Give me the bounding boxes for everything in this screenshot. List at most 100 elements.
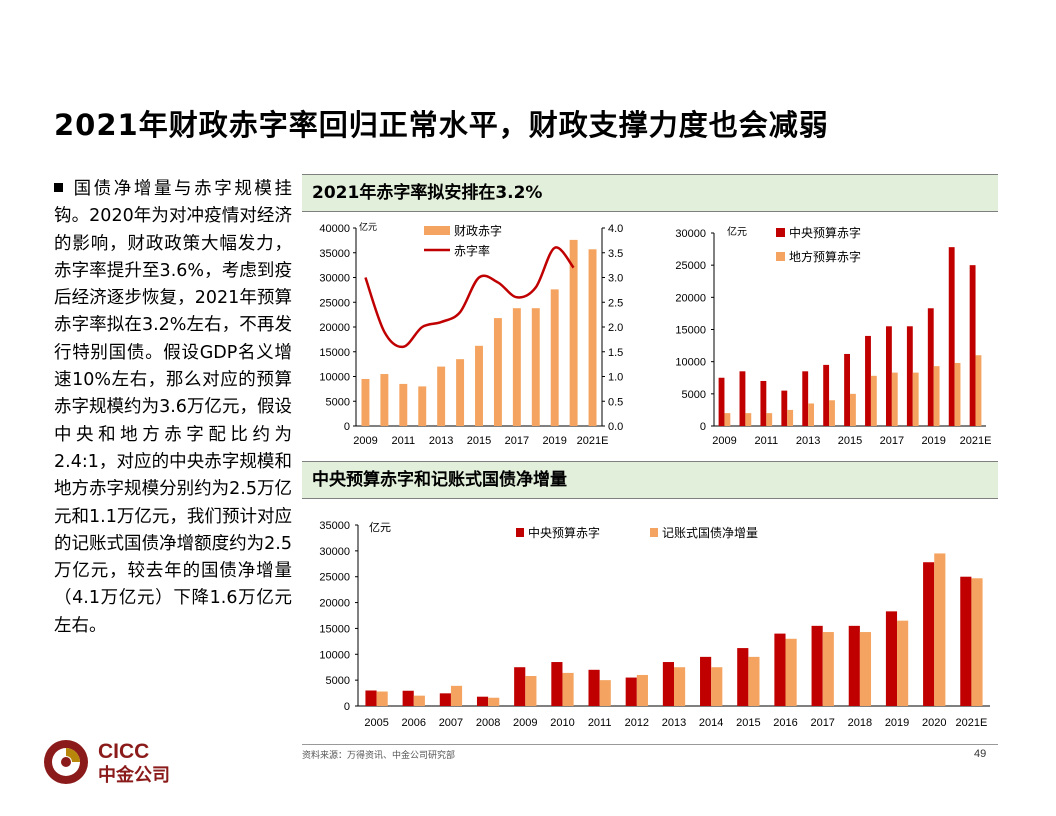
bar-central-deficit <box>844 353 850 426</box>
bar-fiscal-deficit <box>493 318 502 426</box>
bar-bond-net-increase <box>748 656 760 706</box>
cicc-logo: CICC 中金公司 <box>44 740 170 786</box>
legend-label: 中央预算赤字 <box>789 225 861 240</box>
bar-bond-net-increase <box>822 632 834 706</box>
bar-local-deficit <box>829 400 835 426</box>
y-tick-label: 20000 <box>675 292 706 304</box>
bar-central-deficit <box>662 662 674 706</box>
y-tick-label: 5000 <box>682 389 706 401</box>
right-tick-label: 0.0 <box>608 421 623 433</box>
y-tick-label: 35000 <box>319 520 350 532</box>
x-tick-label: 2017 <box>810 717 834 729</box>
y-tick-label: 5000 <box>326 675 350 687</box>
bar-local-deficit <box>724 413 731 426</box>
x-tick-label: 2019 <box>921 435 945 447</box>
bar-bond-net-increase <box>785 638 797 706</box>
bar-bond-net-increase <box>674 667 686 706</box>
x-tick-label: 2013 <box>662 717 686 729</box>
bar-central-deficit <box>948 247 955 426</box>
left-tick-label: 25000 <box>319 297 350 309</box>
y-tick-label: 15000 <box>675 325 706 337</box>
bar-central-deficit <box>927 308 934 426</box>
bar-local-deficit <box>933 366 940 426</box>
y-tick-label: 10000 <box>319 649 350 661</box>
right-tick-label: 2.0 <box>608 322 623 334</box>
y-axis-unit: 亿元 <box>369 521 391 534</box>
line-deficit-rate <box>364 246 575 349</box>
page-title: 2021年财政赤字率回归正常水平，财政支撑力度也会减弱 <box>54 108 829 142</box>
x-tick-label: 2016 <box>773 717 797 729</box>
right-tick-label: 3.0 <box>608 273 623 285</box>
bar-central-deficit <box>906 326 913 426</box>
bar-central-deficit <box>439 693 451 706</box>
bar-local-deficit <box>850 393 856 426</box>
bar-bond-net-increase <box>413 695 425 706</box>
x-tick-label: 2019 <box>542 435 566 447</box>
bullet-square-icon <box>54 182 63 192</box>
bar-central-deficit <box>865 335 871 426</box>
bar-central-deficit <box>848 625 860 706</box>
bar-central-deficit <box>625 677 637 706</box>
y-tick-label: 30000 <box>319 546 350 558</box>
bar-bond-net-increase <box>897 620 909 706</box>
x-tick-label: 2020 <box>922 717 946 729</box>
x-tick-label: 2015 <box>736 717 760 729</box>
left-tick-label: 5000 <box>326 396 350 408</box>
y-tick-label: 25000 <box>675 260 706 272</box>
bar-bond-net-increase <box>488 697 500 706</box>
y-tick-label: 0 <box>700 421 706 433</box>
bar-central-deficit <box>739 371 746 426</box>
y-tick-label: 0 <box>344 701 350 713</box>
bar-central-deficit <box>551 662 563 706</box>
bar-fiscal-deficit <box>418 386 427 426</box>
y-tick-label: 20000 <box>319 598 350 610</box>
bar-central-deficit <box>811 625 823 706</box>
bar-bond-net-increase <box>562 672 574 706</box>
bar-central-deficit <box>365 690 377 706</box>
x-tick-label: 2005 <box>364 717 388 729</box>
deficit-rate-chart: 0 5000 10000 15000 20000 25000 30000 35000 40000… <box>319 221 623 447</box>
y-axis-unit: 亿元 <box>727 225 747 238</box>
bar-central-deficit <box>402 690 414 706</box>
bar-bond-net-increase <box>636 674 648 706</box>
x-tick-label: 2018 <box>848 717 872 729</box>
bar-local-deficit <box>745 413 752 426</box>
x-tick-label: 2008 <box>476 717 500 729</box>
bar-local-deficit <box>870 375 877 426</box>
bar-central-deficit <box>588 669 600 706</box>
footer-divider <box>302 744 998 745</box>
bar-local-deficit <box>954 362 961 426</box>
bar-central-deficit <box>823 364 830 426</box>
x-tick-label: 2011 <box>754 435 778 447</box>
right-tick-label: 0.5 <box>608 396 623 408</box>
x-tick-label: 2021E <box>960 435 992 447</box>
bar-bond-net-increase <box>450 685 463 706</box>
bar-local-deficit <box>787 409 794 426</box>
left-tick-label: 0 <box>344 421 350 433</box>
bar-fiscal-deficit <box>361 378 370 426</box>
legend-label-fiscal-deficit: 财政赤字 <box>454 223 502 238</box>
bar-local-deficit <box>766 413 773 426</box>
x-tick-label: 2017 <box>505 435 529 447</box>
x-tick-label: 2019 <box>885 717 909 729</box>
central-local-deficit-chart: 0 5000 10000 15000 20000 25000 30000 亿元 2009 2011… <box>675 225 992 447</box>
x-tick-label: 2007 <box>439 717 463 729</box>
bullet-text: 国债净增量与赤字规模挂钩。2020年为对冲疫情对经济的影响，财政政策大幅发力，赤… <box>54 179 292 636</box>
x-tick-label: 2009 <box>353 435 377 447</box>
bar-bond-net-increase <box>525 676 537 706</box>
left-tick-label: 40000 <box>319 223 350 235</box>
bar-central-deficit <box>885 611 898 706</box>
section-header-deficit-rate: 2021年赤字率拟安排在3.2% <box>302 174 998 212</box>
left-tick-label: 35000 <box>319 248 350 260</box>
legend-label: 中央预算赤字 <box>528 525 600 540</box>
x-tick-label: 2015 <box>838 435 862 447</box>
bar-fiscal-deficit <box>512 308 521 426</box>
bar-local-deficit <box>912 372 919 426</box>
bar-central-deficit <box>960 576 972 706</box>
left-axis-unit: 亿元 <box>359 221 377 232</box>
bar-bond-net-increase <box>599 680 611 706</box>
right-tick-label: 2.5 <box>608 297 623 309</box>
page-number: 49 <box>974 748 987 760</box>
logo-gold-segment-icon <box>66 748 80 762</box>
bar-local-deficit <box>808 403 815 426</box>
